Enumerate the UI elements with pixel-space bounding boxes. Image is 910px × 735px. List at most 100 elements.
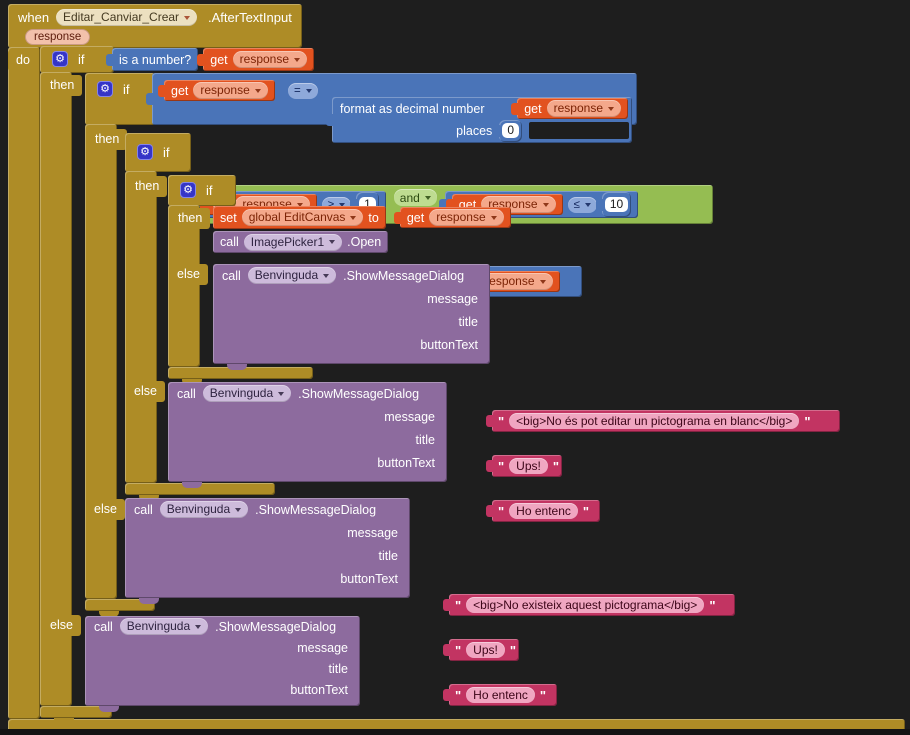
dialog-bottom-nub <box>139 598 159 604</box>
do-label: do <box>8 50 38 71</box>
component-dropdown[interactable]: Benvinguda <box>247 267 337 284</box>
get-response-block[interactable]: get response <box>511 98 628 119</box>
dialog-bottom-nub <box>227 364 247 370</box>
operator-dropdown[interactable]: ≤ <box>567 196 597 213</box>
component-dropdown[interactable]: Benvinguda <box>159 501 249 518</box>
dropdown-arrow-icon <box>539 279 546 284</box>
when-event-block[interactable]: when Editar_Canviar_Crear .AfterTextInpu… <box>8 4 302 48</box>
operator-dropdown[interactable]: = <box>288 83 318 99</box>
set-global-editcanvas-block[interactable]: set global EditCanvas to <box>213 206 386 229</box>
and-dropdown[interactable]: and <box>393 189 437 206</box>
mutator-gear-icon[interactable]: ⚙ <box>52 51 68 67</box>
if2-bottom-nub <box>99 611 119 617</box>
variable-dropdown[interactable]: response <box>232 51 308 68</box>
event-name: .AfterTextInput <box>208 10 292 25</box>
event-component-dropdown[interactable]: Editar_Canviar_Crear <box>56 9 198 26</box>
if-block-3-header[interactable]: ⚙ if <box>125 133 191 172</box>
text-block-buttontext[interactable]: " Ho entenc " <box>443 684 557 706</box>
canvas-bottom-edge <box>0 729 910 735</box>
dropdown-arrow-icon <box>424 195 431 200</box>
is-a-number-block[interactable]: is a number? <box>105 48 199 71</box>
if-block-2-bottom[interactable] <box>85 599 155 611</box>
dropdown-arrow-icon <box>608 106 614 111</box>
if4-then-label: then <box>170 208 211 229</box>
title-label: title <box>458 314 478 329</box>
dialog-bottom-nub <box>182 482 202 488</box>
when-block-bottom[interactable] <box>8 719 905 732</box>
empty-canvas-gap <box>529 122 629 139</box>
variable-dropdown[interactable]: response <box>193 82 268 99</box>
title-label: title <box>415 432 435 447</box>
dropdown-arrow-icon <box>294 57 301 62</box>
call-showmessagedialog-block[interactable]: call Benvinguda .ShowMessageDialog messa… <box>125 498 410 598</box>
dropdown-arrow-icon <box>584 202 591 207</box>
format-as-decimal-block[interactable]: format as decimal number get response pl… <box>326 97 632 143</box>
if1-then-label: then <box>42 75 83 96</box>
if-keyword: if <box>78 52 85 67</box>
variable-dropdown[interactable]: global EditCanvas <box>241 209 364 226</box>
if1-else-label: else <box>42 615 81 636</box>
message-label: message <box>427 291 478 306</box>
dropdown-arrow-icon <box>195 624 202 629</box>
event-component-name: Editar_Canviar_Crear <box>63 10 180 24</box>
text-block-message[interactable]: " <big>No és pot editar un pictograma en … <box>486 410 840 432</box>
title-label: title <box>328 661 348 676</box>
dropdown-arrow-icon <box>235 507 242 512</box>
number-0-block[interactable]: 0 <box>493 119 522 142</box>
mutator-gear-icon[interactable]: ⚙ <box>180 182 196 198</box>
dropdown-arrow-icon <box>323 273 330 278</box>
call-imagepicker-open-block[interactable]: call ImagePicker1 .Open <box>213 231 389 253</box>
if-block-3-spine[interactable] <box>125 171 157 483</box>
if-block-4-bottom[interactable] <box>168 367 313 379</box>
call-showmessagedialog-block[interactable]: call Benvinguda .ShowMessageDialog messa… <box>85 616 360 706</box>
if-block-4-spine[interactable] <box>168 205 200 367</box>
equals-comparison-block[interactable]: get response = format as decimal number … <box>146 73 637 143</box>
buttontext-label: buttonText <box>290 682 348 697</box>
if-block-2-spine[interactable] <box>85 124 117 599</box>
component-dropdown[interactable]: ImagePicker1 <box>243 233 343 251</box>
message-label: message <box>297 640 348 655</box>
if-block-1-spine[interactable] <box>40 72 72 706</box>
if-keyword: if <box>206 183 213 198</box>
variable-dropdown[interactable]: response <box>429 209 504 226</box>
dropdown-arrow-icon <box>339 202 346 207</box>
get-response-block[interactable]: get response <box>158 80 275 101</box>
if-block-1-header[interactable]: ⚙ if <box>40 46 114 73</box>
dropdown-arrow-icon <box>305 89 312 93</box>
call-showmessagedialog-block[interactable]: call Benvinguda .ShowMessageDialog messa… <box>168 382 447 482</box>
places-label: places <box>456 123 493 138</box>
dropdown-arrow-icon <box>184 15 191 20</box>
dropdown-arrow-icon <box>296 202 303 207</box>
if-block-1-bottom[interactable] <box>40 706 112 718</box>
component-dropdown[interactable]: Benvinguda <box>119 618 209 635</box>
if-block-3-bottom[interactable] <box>125 483 275 495</box>
text-block-buttontext[interactable]: " Ho entenc " <box>486 500 600 522</box>
number-10-block[interactable]: 10 <box>595 192 632 217</box>
if-keyword: if <box>123 82 130 97</box>
when-block-spine[interactable] <box>8 47 40 719</box>
dropdown-arrow-icon <box>490 215 497 220</box>
if2-then-label: then <box>87 129 128 150</box>
dropdown-arrow-icon <box>254 88 261 93</box>
if4-then-row: set global EditCanvas to get response <box>213 206 511 229</box>
get-response-block[interactable]: get response <box>393 207 511 228</box>
if-block-2-header[interactable]: ⚙ if <box>85 73 155 125</box>
variable-dropdown[interactable]: response <box>546 100 621 117</box>
mutator-gear-icon[interactable]: ⚙ <box>137 144 153 160</box>
if-block-4-header[interactable]: ⚙ if <box>168 175 236 206</box>
title-label: title <box>378 548 398 563</box>
if1-bottom-nub <box>54 718 74 724</box>
text-block-title[interactable]: " Ups! " <box>443 639 519 661</box>
message-label: message <box>347 525 398 540</box>
message-label: message <box>384 409 435 424</box>
call-showmessagedialog-block[interactable]: call Benvinguda .ShowMessageDialog messa… <box>213 264 490 364</box>
get-response-block[interactable]: get response <box>197 48 315 71</box>
text-block-message[interactable]: " <big>No existeix aquest pictograma</big… <box>443 594 735 616</box>
component-dropdown[interactable]: Benvinguda <box>202 385 292 402</box>
mutator-gear-icon[interactable]: ⚙ <box>97 81 113 97</box>
buttontext-label: buttonText <box>340 571 398 586</box>
variable-dropdown[interactable]: response <box>478 273 553 290</box>
event-param-response[interactable]: response <box>25 29 91 45</box>
text-block-title[interactable]: " Ups! " <box>486 455 562 477</box>
